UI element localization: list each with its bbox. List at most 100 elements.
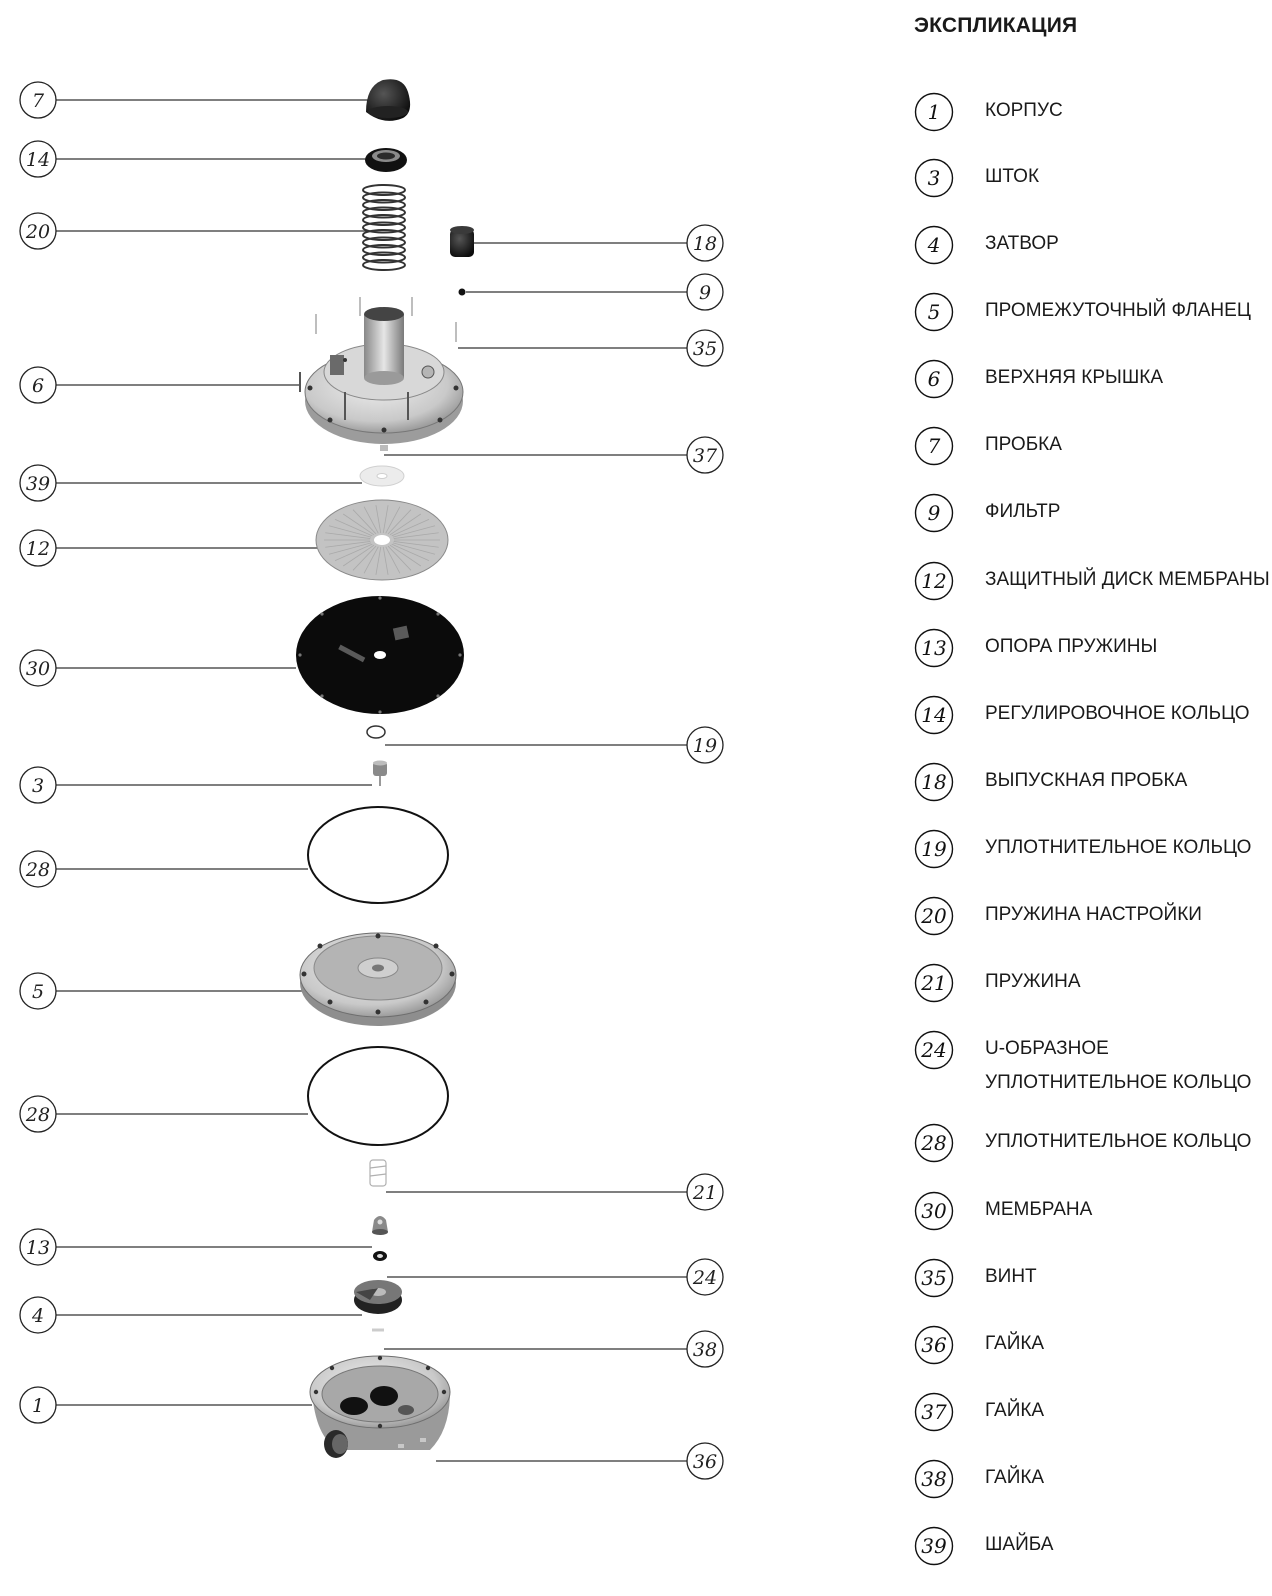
leader-lines [56, 99, 687, 1462]
part-spring-21 [369, 1159, 387, 1187]
legend-number: 24 [920, 1038, 946, 1062]
legend-label-line: КОРПУС [985, 100, 1063, 121]
callout-number: 7 [32, 90, 45, 112]
callout-circle [19, 464, 57, 502]
spring-coil [362, 236, 406, 249]
part-intermediate-flange-5 [299, 932, 457, 1026]
disc-rib [389, 513, 422, 536]
part-body-1 [309, 1355, 451, 1458]
legend-number-badge: 30 [914, 1191, 954, 1231]
legend-item: 39 ШАЙБА [0, 1526, 1272, 1586]
callout-badge: 28 [19, 850, 57, 888]
legend-badge-circle [914, 695, 954, 735]
disc-rib [328, 525, 372, 538]
legend-number: 36 [921, 1333, 947, 1357]
legend-label-line: ГАЙКА [985, 1467, 1045, 1488]
legend-badge-circle [914, 829, 954, 869]
legend-number: 7 [928, 434, 941, 458]
legend-label-line: ОПОРА ПРУЖИНЫ [985, 636, 1158, 657]
legend-number-badge: 35 [914, 1258, 954, 1298]
legend-label-line: УПЛОТНИТЕЛЬНОЕ КОЛЬЦО [985, 837, 1252, 858]
legend-item: 9 ФИЛЬТР [0, 493, 1272, 553]
legend-label-line: УПЛОТНИТЕЛЬНОЕ КОЛЬЦО [985, 1131, 1252, 1152]
spring-coil [362, 259, 406, 271]
legend-label-line: ПРУЖИНА [985, 971, 1081, 992]
callout-circle [686, 1173, 724, 1211]
spring-coil [362, 206, 406, 219]
callout-badge: 19 [686, 726, 724, 764]
legend-badge-circle [914, 359, 954, 399]
part-nut-37 [380, 445, 388, 451]
legend-number-badge: 24 [914, 1030, 954, 1070]
part-washer-39 [359, 465, 405, 487]
spring-coil [362, 191, 406, 204]
legend-number-badge: 1 [914, 92, 954, 132]
callout-number: 6 [32, 375, 44, 397]
callout-badges: 7 14 20 18 9 35 6 37 39 12 30 19 3 28 5 28 21 13 24 4 38 1 36 [19, 81, 724, 1480]
legend-label-line: РЕГУЛИРОВОЧНОЕ КОЛЬЦО [985, 703, 1250, 724]
disc-rib [328, 542, 372, 555]
legend-label: U-ОБРАЗНОЕ УПЛОТНИТЕЛЬНОЕ КОЛЬЦО [985, 1032, 1251, 1100]
callout-circle [19, 972, 57, 1010]
disc-rib [391, 543, 430, 561]
part-shutter-4 [354, 1280, 402, 1314]
legend-number: 30 [921, 1199, 947, 1223]
legend-number: 28 [920, 1131, 946, 1155]
disc-rib [385, 506, 401, 534]
legend-badge-circle [914, 1191, 954, 1231]
disc-rib [363, 506, 379, 534]
legend-number: 19 [921, 837, 947, 861]
legend-badge-circle [914, 225, 954, 265]
callout-badge: 7 [19, 81, 57, 119]
legend-badge-circle [914, 963, 954, 1003]
legend-label: РЕГУЛИРОВОЧНОЕ КОЛЬЦО [985, 697, 1250, 731]
callout-number: 37 [693, 445, 718, 467]
spring-coil [362, 214, 406, 226]
callout-badge: 12 [19, 529, 57, 567]
legend-label: ШТОК [985, 160, 1039, 194]
callout-circle [686, 1442, 724, 1480]
legend-item: 18 ВЫПУСКНАЯ ПРОБКА [0, 762, 1272, 822]
legend-number-badge: 28 [914, 1123, 954, 1163]
legend-item: 20 ПРУЖИНА НАСТРОЙКИ [0, 896, 1272, 956]
legend-badge-circle [914, 1526, 954, 1566]
disc-rib [382, 546, 389, 575]
legend-label: ГАЙКА [985, 1327, 1044, 1361]
callout-circle [19, 1386, 57, 1424]
callout-circle [686, 1258, 724, 1296]
legend-label: ГАЙКА [985, 1461, 1044, 1495]
disc-rib [389, 544, 422, 567]
legend-item: 36 ГАЙКА [0, 1325, 1272, 1385]
legend-label: ПРУЖИНА НАСТРОЙКИ [985, 898, 1202, 932]
legend-badge-circle [914, 628, 954, 668]
legend-number: 3 [928, 166, 941, 190]
disc-rib [382, 505, 389, 534]
callout-number: 1 [32, 1395, 44, 1417]
legend-number: 13 [921, 636, 946, 660]
spring-coil [362, 184, 406, 196]
part-o-ring-19 [366, 725, 386, 739]
callout-number: 35 [693, 338, 717, 360]
callout-number: 14 [26, 149, 50, 171]
legend-item: 30 МЕМБРАНА [0, 1191, 1272, 1251]
part-u-ring-24 [373, 1251, 387, 1261]
legend-badge-circle [914, 896, 954, 936]
legend-item: 7 ПРОБКА [0, 426, 1272, 486]
callout-badge: 18 [686, 224, 724, 262]
legend-badge-circle [914, 561, 954, 601]
legend-number-badge: 19 [914, 829, 954, 869]
legend-label-line: ГАЙКА [985, 1400, 1045, 1421]
legend-label: ПРОБКА [985, 428, 1062, 462]
legend-badge-circle [914, 292, 954, 332]
legend-number: 6 [928, 367, 941, 391]
legend-badge-circle [914, 92, 954, 132]
legend-number: 37 [921, 1400, 947, 1424]
part-screws-35 [315, 297, 457, 342]
legend-label: ЗАТВОР [985, 227, 1059, 261]
callout-circle [686, 1330, 724, 1368]
legend-badge-circle [914, 1123, 954, 1163]
legend-label: МЕМБРАНА [985, 1193, 1092, 1227]
legend-number-badge: 9 [914, 493, 954, 533]
callout-circle [686, 273, 724, 311]
legend-number-badge: 7 [914, 426, 954, 466]
